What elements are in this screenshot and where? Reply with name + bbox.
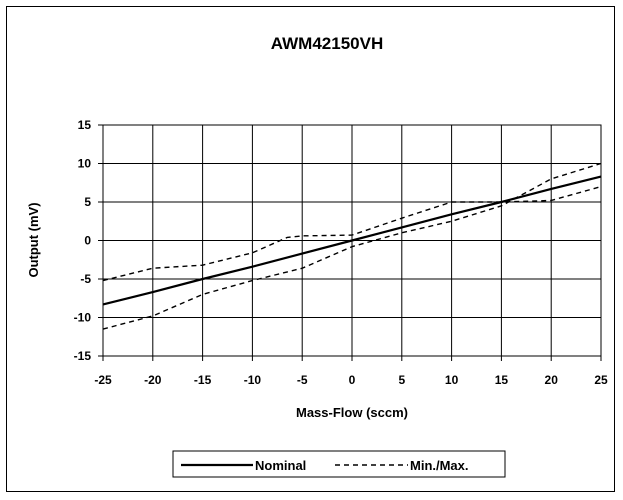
x-tick-label: 20 bbox=[545, 373, 559, 387]
x-tick-label: -5 bbox=[297, 373, 308, 387]
x-tick-label: 10 bbox=[445, 373, 459, 387]
x-axis-ticks: -25 -20 -15 -10 -5 0 5 10 15 20 25 bbox=[94, 356, 608, 387]
legend-label-nominal: Nominal bbox=[255, 458, 306, 473]
legend-box bbox=[172, 450, 506, 478]
chart-frame bbox=[6, 6, 615, 492]
x-tick-label: 0 bbox=[349, 373, 356, 387]
x-tick-label: -25 bbox=[94, 373, 112, 387]
y-tick-label: -10 bbox=[74, 311, 92, 325]
x-axis-label: Mass-Flow (sccm) bbox=[296, 405, 408, 420]
x-tick-label: 25 bbox=[594, 373, 608, 387]
y-tick-label: 5 bbox=[84, 195, 91, 209]
x-tick-label: -15 bbox=[194, 373, 212, 387]
y-tick-label: -15 bbox=[74, 349, 92, 363]
y-tick-label: 10 bbox=[78, 157, 92, 171]
chart-title: AWM42150VH bbox=[271, 34, 383, 53]
y-axis-ticks: -15 -10 -5 0 5 10 15 bbox=[74, 118, 103, 363]
y-tick-label: 15 bbox=[78, 118, 92, 132]
y-tick-label: 0 bbox=[84, 234, 91, 248]
x-tick-label: 15 bbox=[495, 373, 509, 387]
y-tick-label: -5 bbox=[80, 272, 91, 286]
legend: Nominal Min./Max. bbox=[172, 450, 506, 478]
series-line-minmax-2 bbox=[102, 162, 602, 330]
series-group bbox=[102, 162, 602, 330]
legend-label-minmax: Min./Max. bbox=[410, 458, 469, 473]
y-axis-label: Output (mV) bbox=[26, 202, 41, 277]
x-tick-label: -20 bbox=[144, 373, 162, 387]
x-tick-label: -10 bbox=[244, 373, 262, 387]
x-tick-label: 5 bbox=[398, 373, 405, 387]
